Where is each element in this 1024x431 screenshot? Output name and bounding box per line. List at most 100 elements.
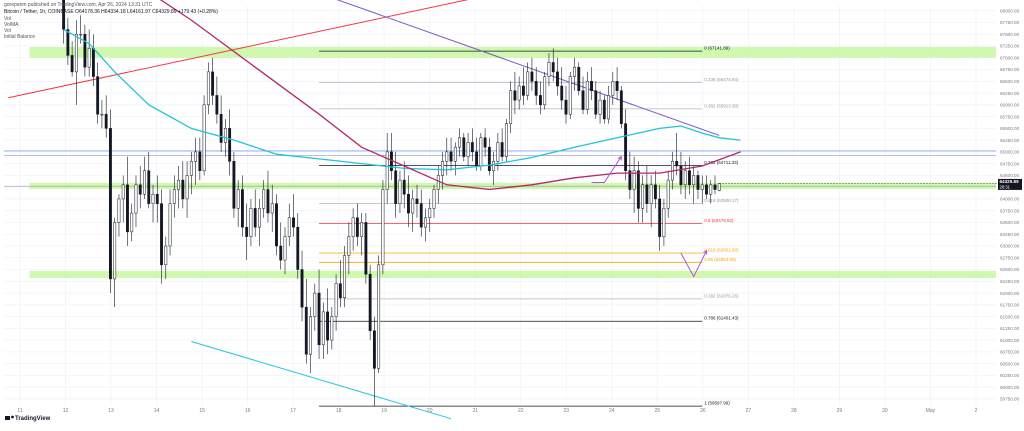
arrows [591, 155, 708, 278]
candle-body [539, 95, 542, 106]
arrow-path [680, 250, 707, 278]
y-tick-label: 66500.00 [1000, 79, 1020, 84]
candle-body [232, 161, 236, 209]
y-tick-label: 67000.00 [1000, 55, 1020, 60]
candle-body [500, 142, 504, 157]
time-axis: 11 12 13 14 15 16 17 18 19 20 21 22 23 24 25 26 27 28 29 30… [17, 408, 977, 414]
y-tick-label: 65250.00 [1000, 138, 1020, 143]
candle-body [432, 189, 436, 209]
candle-body [568, 76, 572, 115]
candle-body [147, 170, 151, 204]
tradingview-logo-icon [5, 415, 14, 420]
x-tick-label: 24 [609, 408, 615, 414]
x-tick-label: 23 [564, 408, 570, 414]
y-tick-label: 62500.00 [1000, 267, 1020, 272]
candle-body [407, 193, 410, 214]
y-tick-label: 64750.00 [1000, 161, 1020, 166]
x-tick-label: 28 [791, 408, 797, 414]
candle-body [645, 184, 649, 204]
x-tick-label: 22 [518, 408, 524, 414]
candle-body [151, 193, 155, 204]
y-tick-label: 67500.00 [1000, 32, 1020, 37]
candle-body [709, 184, 713, 195]
candle-body [628, 170, 632, 190]
candle-body [223, 128, 227, 143]
candle-body [262, 189, 266, 209]
candle-body [96, 76, 100, 115]
candle-body [653, 184, 657, 200]
candle-body [470, 142, 474, 153]
candle-body [641, 184, 645, 209]
y-tick-label: 62750.00 [1000, 255, 1020, 260]
candle-body [121, 184, 125, 200]
candle-body [309, 316, 312, 355]
candle-body [402, 179, 406, 195]
candle-body [104, 113, 108, 129]
candle-body [296, 226, 300, 270]
candle-body [594, 90, 598, 115]
candle-body [347, 236, 351, 256]
candle-body [279, 245, 283, 261]
candle-body [266, 189, 270, 214]
candle-body [189, 161, 193, 176]
candle-body [662, 208, 666, 237]
candle-body [636, 170, 640, 209]
indicator-line: Vol [4, 16, 11, 22]
moving-average-line [63, 28, 741, 171]
candle-body [343, 255, 347, 299]
candles [62, 0, 721, 406]
candle-body [355, 217, 359, 237]
candle-body [143, 170, 146, 195]
candle-body [109, 128, 112, 280]
candle-body [683, 170, 687, 186]
candle-body [607, 95, 610, 120]
y-tick-label: 59750.00 [1000, 397, 1020, 402]
candle-body [458, 137, 461, 148]
candle-body [590, 81, 593, 91]
arrow-head [702, 249, 708, 255]
x-tick-label: 29 [837, 408, 843, 414]
fib-level-label: 0.618 (62851.80) [704, 247, 739, 252]
candle-body [521, 85, 525, 96]
x-tick-label: 14 [154, 408, 160, 414]
arrow-path [591, 156, 622, 183]
x-tick-label: 21 [472, 408, 478, 414]
y-tick-label: 64500.00 [1000, 173, 1020, 178]
last-price-value: 64329.89 [1000, 179, 1020, 184]
indicator-line: Vol [4, 28, 11, 34]
fib-level-label: 1 (59597.99) [704, 401, 730, 406]
candle-body [372, 330, 376, 369]
candle-body [117, 198, 121, 223]
symbol-line: Bitcoin / Tether, 1h, COINBASE O64178.36… [4, 9, 218, 15]
trendline [191, 341, 452, 420]
y-tick-label: 61750.00 [1000, 303, 1020, 308]
candle-body [509, 90, 513, 124]
x-tick-label: 20 [427, 408, 433, 414]
candle-body [666, 179, 670, 209]
candle-body [415, 198, 419, 204]
candle-body [487, 146, 491, 171]
trendlines [8, 0, 720, 420]
candle-body [177, 179, 180, 190]
candle-body [496, 142, 500, 162]
moving-average-line [159, 0, 741, 191]
candle-body [513, 90, 517, 101]
candle-body [275, 203, 278, 247]
candle-body [679, 165, 683, 186]
candle-body [688, 170, 691, 186]
candle-body [504, 123, 508, 157]
arrow-head [617, 155, 622, 161]
candle-body [240, 189, 244, 228]
x-tick-label: 25 [655, 408, 661, 414]
candle-body [713, 184, 717, 190]
candle-body [564, 99, 568, 115]
candle-body [632, 170, 636, 190]
candle-body [466, 142, 470, 157]
candle-body [534, 81, 538, 96]
candle-body [245, 226, 249, 237]
candle-body [462, 137, 466, 157]
trendline [336, 0, 720, 136]
candle-body [526, 71, 530, 96]
candle-body [211, 71, 215, 96]
